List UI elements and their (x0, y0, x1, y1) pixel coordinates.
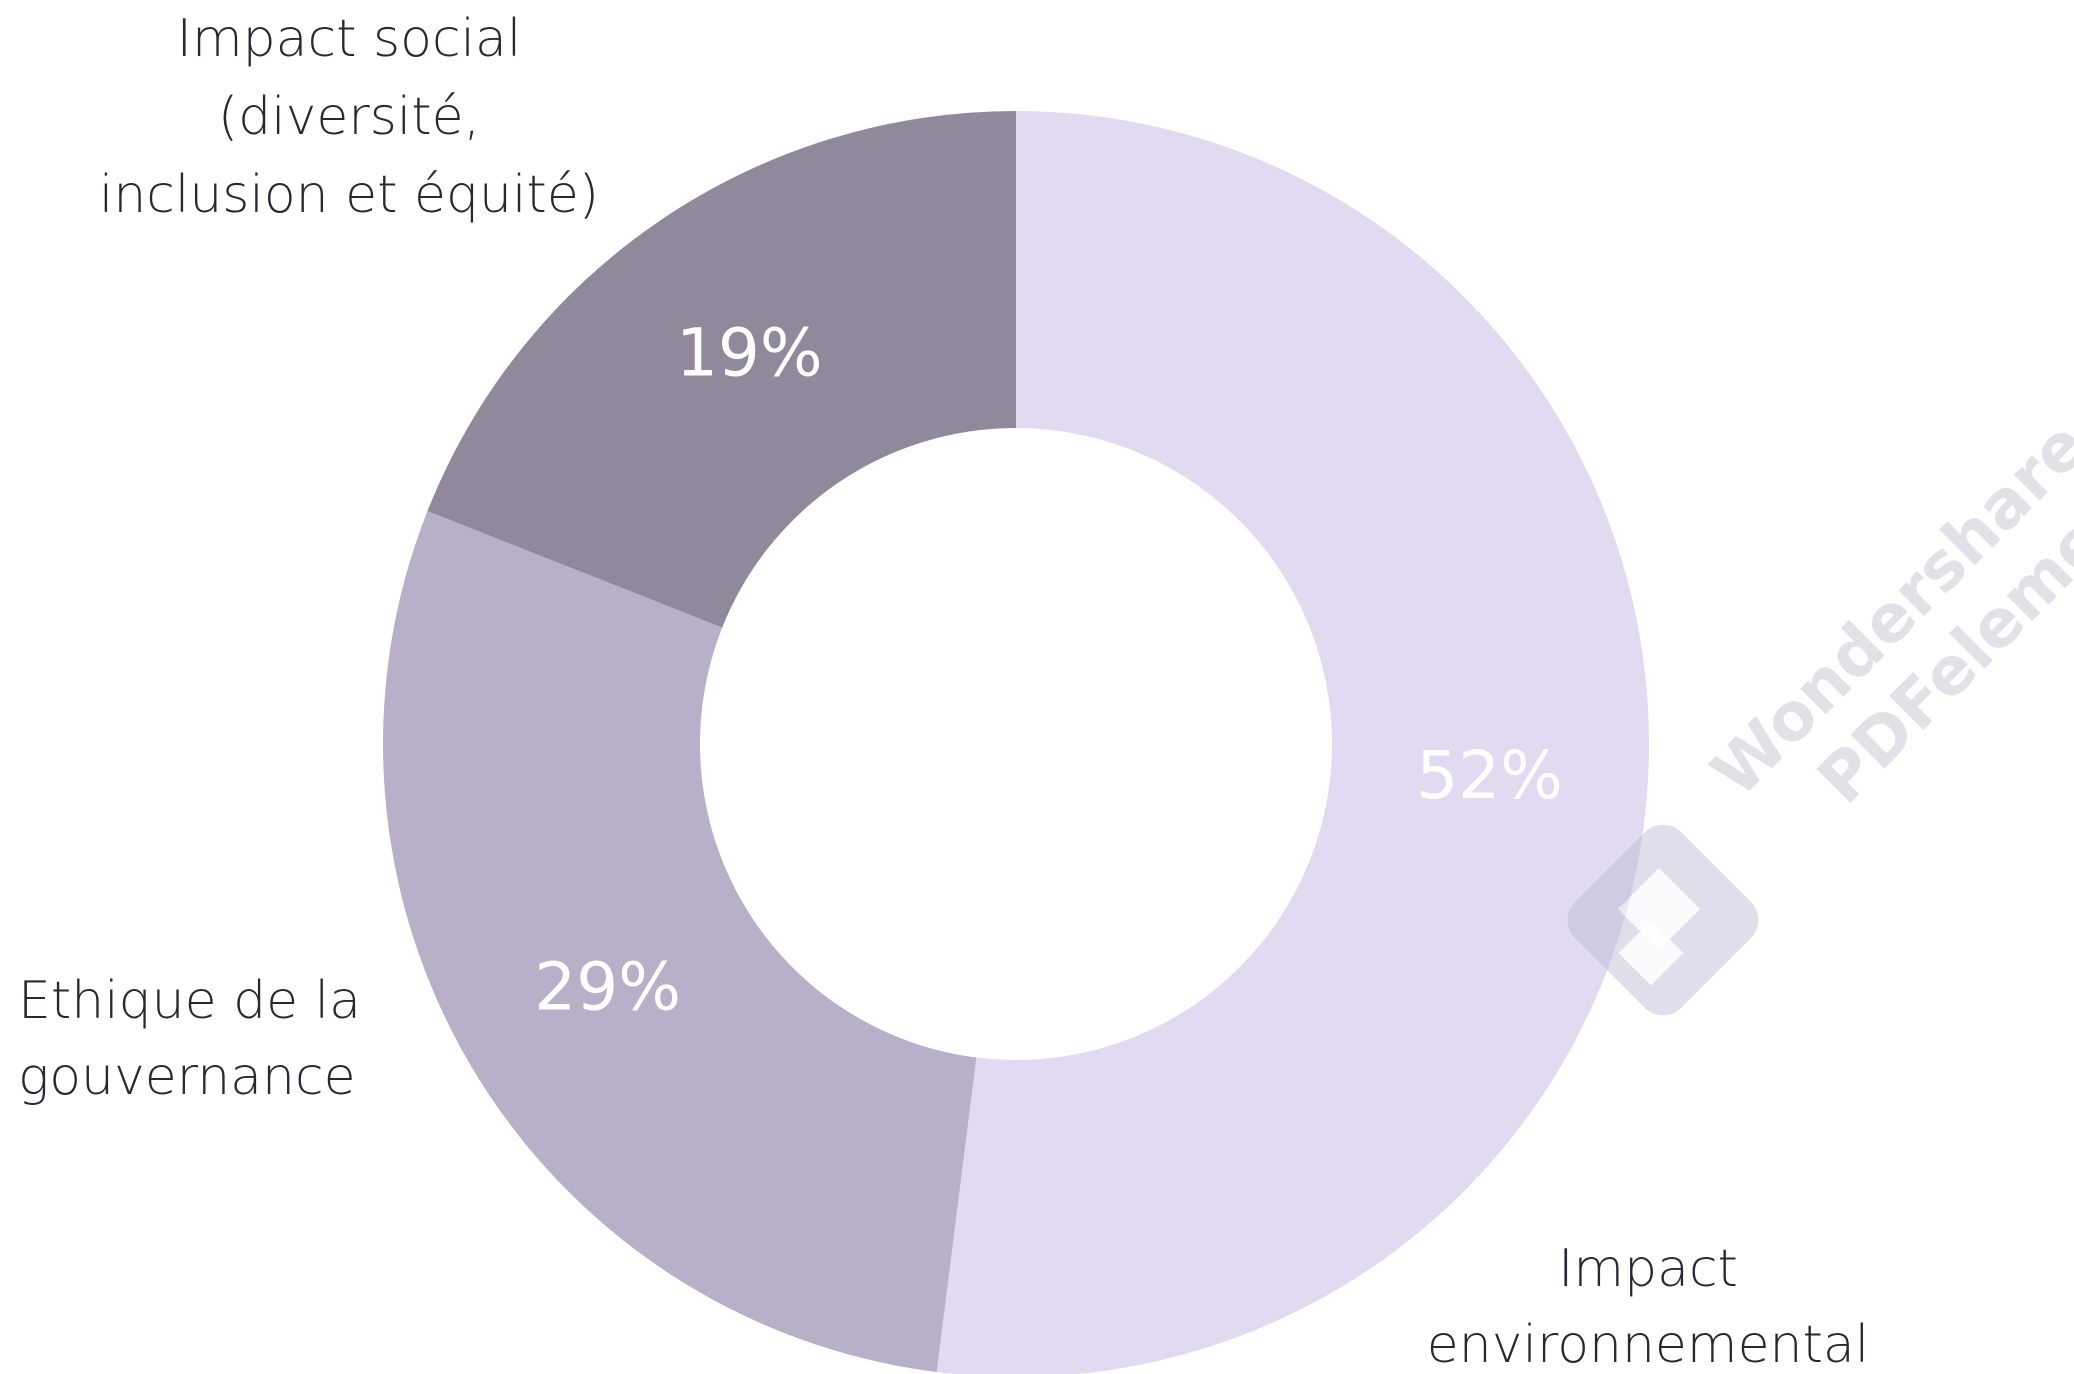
category-label: Ethique de la gouvernance (18, 971, 361, 1107)
donut-slice (427, 111, 1016, 628)
slice-value-label: 29% (534, 949, 681, 1026)
category-label-line: Impact social (177, 9, 522, 69)
pdfelement-logo-icon (1567, 824, 1759, 1016)
donut-slices (383, 111, 1649, 1374)
donut-slice (936, 111, 1649, 1374)
category-label-line: Impact (1558, 1239, 1738, 1299)
donut-slice (383, 510, 977, 1373)
category-label: Impact environnemental (1427, 1239, 1869, 1374)
slice-value-labels: 52% 29% 19% (534, 315, 1563, 1026)
category-label-line: environnemental (1427, 1315, 1869, 1374)
category-labels: Impact environnemental Ethique de la gouver… (18, 9, 1869, 1374)
category-label-line: inclusion et équité) (99, 165, 599, 225)
category-label-line: (diversité, (218, 87, 480, 147)
category-label: Impact social (diversité, inclusion et équ… (99, 9, 599, 225)
category-label-line: gouvernance (18, 1047, 356, 1107)
category-label-line: Ethique de la (18, 971, 361, 1031)
slice-value-label: 52% (1416, 737, 1563, 814)
slice-value-label: 19% (676, 315, 823, 392)
